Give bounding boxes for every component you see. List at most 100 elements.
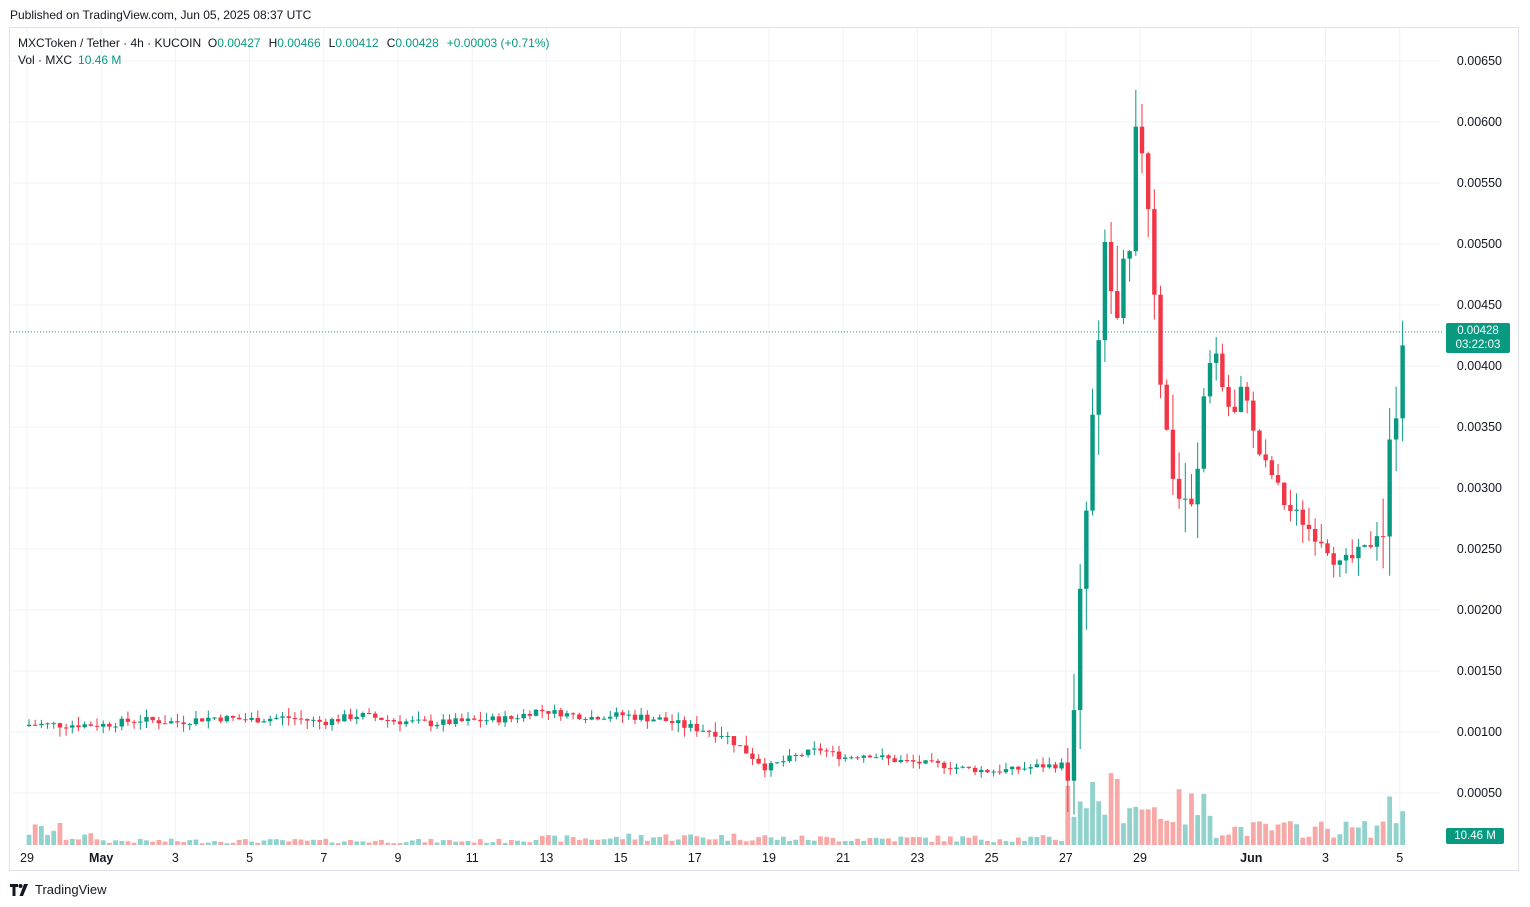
volume-bar [719,834,724,845]
price-tick-label: 0.00450 [1457,298,1502,312]
candle-body [1220,353,1225,388]
symbol-label: MXCToken / Tether · 4h · KUCOIN [18,36,202,50]
volume-bar [261,840,267,845]
candle-body [546,711,551,714]
volume-bar [249,841,254,845]
volume-bar [657,837,663,845]
candle-body [465,718,471,722]
tradingview-logo-icon [10,883,28,896]
change-value: +0.00003 (+0.71%) [446,36,550,50]
volume-bar [1318,821,1324,845]
candle-body [1319,541,1324,544]
candle-body [972,767,978,773]
volume-bar [811,840,817,845]
candle-body [26,724,32,726]
volume-bar [712,839,718,845]
time-tick-label: 27 [1059,851,1073,865]
candle-body [1040,764,1046,768]
volume-bar [471,842,477,845]
volume-bar [416,838,421,845]
volume-bar [372,840,378,845]
volume-bar [255,842,261,845]
candle-body [923,760,928,764]
candle-body [261,721,267,723]
volume-bar [1250,822,1256,845]
volume-bar [824,836,830,845]
candle-body [1294,509,1299,511]
volume-bar [1077,801,1083,845]
volume-bar [799,835,805,845]
candle-body [540,709,545,712]
candle-body [1108,241,1114,292]
candle-body [608,716,613,719]
volume-bar [1176,789,1182,845]
volume-bar [867,837,873,845]
volume-bar [552,835,557,845]
candle-body [1059,762,1064,769]
volume-bar [626,833,632,845]
candle-body [1139,126,1145,154]
time-tick-label: 19 [762,851,776,865]
candle-body [688,723,693,728]
volume-tag: 10.46 M [1446,828,1504,844]
volume-bar [341,841,347,845]
volume-bar [1387,796,1393,845]
candle-body [725,736,730,738]
candle-body [267,718,273,722]
volume-bar [836,841,842,845]
volume-bar [960,836,966,845]
candle-body [719,736,724,738]
volume-bar [348,839,353,845]
candle-body [1084,510,1089,589]
volume-bar [490,842,496,845]
volume-bar [1275,824,1281,845]
volume-bar [1053,839,1058,845]
candle-body [366,713,372,715]
volume-bar [700,837,706,845]
volume-bar [298,839,304,845]
volume-bar [193,839,199,845]
price-tick-label: 0.00500 [1457,237,1502,251]
candle-body [1288,505,1293,511]
volume-bar [1219,835,1225,845]
candle-body [570,713,576,715]
volume-bar [224,843,230,845]
candle-body [1214,353,1219,363]
candle-body [1337,560,1343,565]
candle-body [645,714,650,722]
volume-bar [682,835,687,845]
price-tick-label: 0.00350 [1457,420,1502,434]
volume-bar [787,840,792,845]
price-tick-label: 0.00600 [1457,115,1502,129]
volume-bar [354,841,360,845]
candle-body [1380,536,1386,538]
chart-frame[interactable] [9,27,1519,871]
candle-body [280,716,285,718]
volume-bar [1189,793,1194,845]
volume-bar [1368,837,1374,845]
volume-bar [484,842,489,845]
candle-body [843,757,848,759]
volume-bar [515,840,520,845]
volume-bar [137,838,143,845]
volume-bar [32,824,38,845]
volume-bar [1158,818,1163,845]
tradingview-brand[interactable]: TradingView [10,882,107,897]
volume-bar [1182,824,1188,845]
candle-body [941,762,947,769]
volume-bar [533,840,539,845]
volume-bar [527,842,533,845]
high-value: 0.00466 [277,36,321,50]
high-label: H [268,36,278,50]
candle-body [1207,362,1213,397]
candle-body [113,726,118,728]
candle-body [212,717,217,719]
volume-bar [205,842,211,845]
volume-bar [762,835,768,845]
candle-body [552,710,557,714]
volume-bar [496,838,502,845]
volume-bar [669,840,675,845]
candle-body [558,710,563,717]
candle-body [781,761,786,763]
